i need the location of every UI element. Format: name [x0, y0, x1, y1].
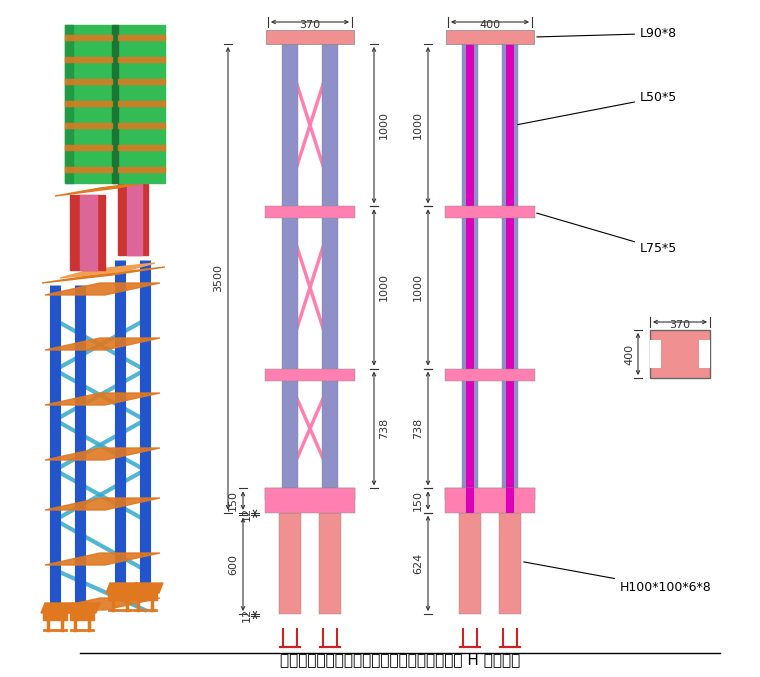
Bar: [459, 512, 481, 614]
Bar: [445, 488, 535, 512]
Bar: [499, 512, 521, 614]
Polygon shape: [55, 180, 162, 196]
Polygon shape: [118, 145, 165, 150]
Text: 400: 400: [624, 343, 634, 364]
Polygon shape: [80, 195, 97, 270]
Text: 无深坑区域核心筒钢骨柱柱脚支架详图（典型 H 型柱脚）: 无深坑区域核心筒钢骨柱柱脚支架详图（典型 H 型柱脚）: [280, 653, 520, 668]
Text: 150: 150: [228, 490, 238, 511]
Polygon shape: [43, 613, 67, 620]
Text: 738: 738: [379, 418, 389, 439]
Polygon shape: [108, 593, 132, 600]
Polygon shape: [118, 101, 165, 106]
Text: 12: 12: [242, 506, 252, 521]
Bar: [502, 44, 518, 488]
Bar: [445, 488, 535, 500]
Polygon shape: [65, 25, 165, 183]
Polygon shape: [65, 167, 112, 172]
Polygon shape: [112, 25, 118, 183]
Text: 1000: 1000: [379, 111, 389, 139]
Polygon shape: [45, 448, 160, 460]
Bar: [319, 512, 341, 614]
Polygon shape: [65, 101, 112, 106]
Polygon shape: [133, 593, 157, 600]
Bar: [445, 368, 535, 380]
Polygon shape: [45, 498, 160, 510]
Bar: [466, 44, 474, 488]
Text: 624: 624: [413, 552, 423, 574]
Text: 150: 150: [413, 490, 423, 511]
Polygon shape: [118, 123, 165, 128]
Polygon shape: [118, 175, 148, 255]
Text: L90*8: L90*8: [537, 27, 677, 40]
Bar: [506, 44, 514, 488]
Text: 738: 738: [413, 418, 423, 439]
Bar: [650, 340, 661, 368]
Polygon shape: [106, 583, 138, 593]
Text: 1000: 1000: [379, 274, 389, 301]
Bar: [322, 44, 338, 488]
Polygon shape: [118, 57, 165, 62]
Polygon shape: [41, 603, 73, 613]
Polygon shape: [60, 263, 155, 278]
Bar: [650, 330, 710, 378]
Polygon shape: [127, 175, 142, 255]
Polygon shape: [45, 598, 160, 610]
Bar: [265, 488, 355, 500]
Text: 400: 400: [480, 20, 501, 30]
Polygon shape: [65, 35, 112, 40]
Polygon shape: [118, 167, 165, 172]
Polygon shape: [118, 35, 165, 40]
Bar: [466, 488, 474, 512]
Polygon shape: [118, 79, 165, 84]
Polygon shape: [65, 145, 112, 150]
Polygon shape: [70, 613, 94, 620]
Polygon shape: [70, 195, 105, 270]
Text: 370: 370: [670, 320, 691, 330]
Polygon shape: [65, 57, 112, 62]
Polygon shape: [45, 553, 160, 565]
Bar: [446, 30, 534, 44]
Polygon shape: [65, 25, 73, 183]
Text: 3500: 3500: [213, 264, 223, 292]
Bar: [462, 44, 478, 488]
Bar: [445, 206, 535, 218]
Polygon shape: [45, 393, 160, 405]
Polygon shape: [45, 283, 160, 295]
Polygon shape: [65, 123, 112, 128]
Text: 370: 370: [299, 20, 321, 30]
Polygon shape: [68, 603, 100, 613]
Polygon shape: [45, 338, 160, 350]
Text: H100*100*6*8: H100*100*6*8: [524, 562, 712, 594]
Text: 600: 600: [228, 554, 238, 575]
Text: 12: 12: [242, 608, 252, 622]
Text: 1000: 1000: [413, 274, 423, 301]
Polygon shape: [42, 267, 165, 283]
Bar: [265, 488, 355, 512]
Polygon shape: [65, 79, 112, 84]
Text: 1000: 1000: [413, 111, 423, 139]
Text: L75*5: L75*5: [537, 213, 677, 255]
Bar: [699, 340, 710, 368]
Polygon shape: [131, 583, 163, 593]
Text: L50*5: L50*5: [518, 91, 677, 125]
Bar: [266, 30, 354, 44]
Bar: [506, 488, 514, 512]
Bar: [279, 512, 301, 614]
Bar: [265, 206, 355, 218]
Bar: [265, 368, 355, 380]
Bar: [282, 44, 298, 488]
